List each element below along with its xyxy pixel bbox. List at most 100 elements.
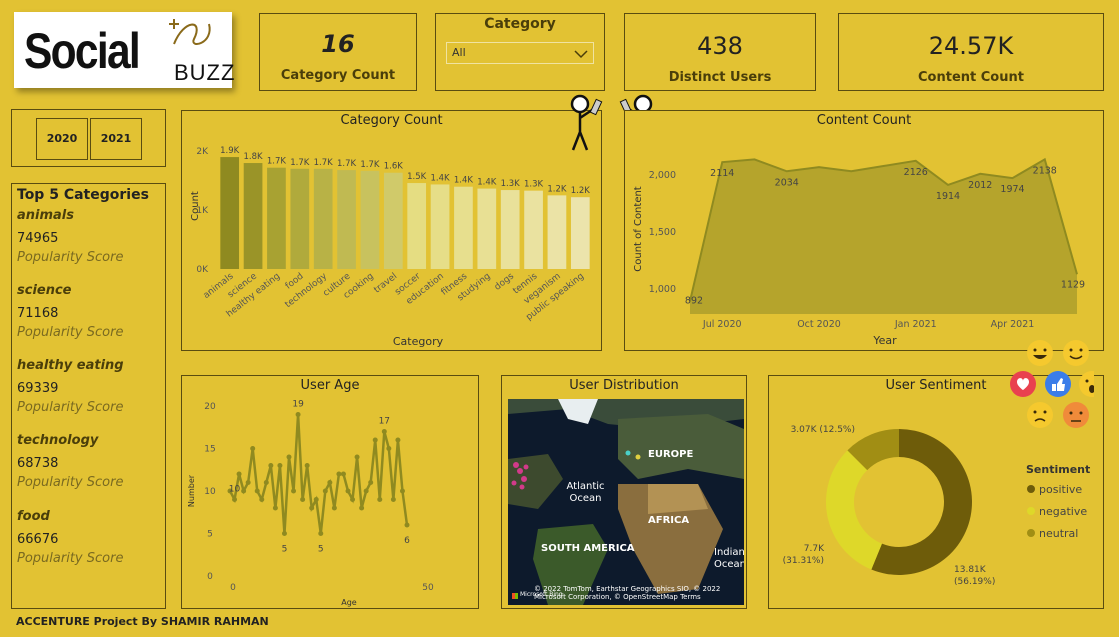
- area-data-label: 2138: [1033, 165, 1057, 176]
- age-point: [372, 437, 378, 443]
- bar-data-label: 1.3K: [501, 179, 521, 189]
- age-point: [386, 446, 392, 451]
- top5-item-name: science: [17, 283, 72, 298]
- legend-marker-positive: [1027, 485, 1035, 493]
- map-user-markers: [511, 450, 641, 490]
- age-data-label: 19: [292, 400, 304, 410]
- top5-item-name: food: [17, 509, 50, 524]
- footer-credit: ACCENTURE Project By SHAMIR RAHMAN: [16, 615, 269, 628]
- donut-data-label: (56.19%): [954, 577, 995, 587]
- map-terrain: [508, 399, 744, 605]
- top5-item-score: 71168: [17, 306, 59, 321]
- area-data-label: 1914: [936, 191, 960, 202]
- category-dropdown-value: All: [452, 46, 466, 59]
- bar-data-label: 1.2K: [571, 186, 591, 196]
- top5-item-name: healthy eating: [17, 358, 124, 373]
- area-data-label: 892: [685, 295, 703, 306]
- age-point: [336, 471, 342, 477]
- map-label-indian: Indian Ocean: [714, 547, 744, 570]
- user-age-chart: User Age 0 5 10 15 20 Number 10 5 19 5 17 6 0 50 Age: [181, 375, 479, 609]
- y-tick-label: 1,000: [649, 284, 676, 295]
- microsoft-logo-icon: [512, 593, 518, 599]
- y-tick-label: 5: [207, 530, 213, 540]
- kpi-category-count-label: Category Count: [280, 68, 396, 83]
- year-button-2021[interactable]: 2021: [90, 118, 142, 160]
- bar-data-label: 1.8K: [244, 152, 264, 162]
- age-point: [245, 480, 251, 485]
- legend-marker-negative: [1027, 507, 1035, 515]
- map-label-africa: AFRICA: [648, 515, 690, 526]
- map-label-europe: EUROPE: [648, 449, 694, 460]
- y-tick-label: 10: [204, 487, 216, 497]
- sad-icon: [1027, 402, 1053, 428]
- y-tick-label: 20: [204, 402, 216, 412]
- bar: [407, 183, 427, 269]
- bar-data-label: 1.7K: [337, 159, 357, 169]
- x-axis-label: Age: [341, 598, 357, 607]
- legend-label: neutral: [1039, 527, 1078, 540]
- bar: [290, 168, 310, 269]
- age-point: [322, 488, 328, 494]
- age-point: [345, 488, 351, 494]
- area-data-label: 1129: [1061, 279, 1085, 290]
- age-point: [359, 505, 365, 511]
- age-point: [327, 480, 333, 485]
- bar: [524, 190, 543, 269]
- logo-text: Social: [24, 23, 141, 79]
- x-axis-label: Category: [393, 335, 444, 348]
- legend-label: positive: [1039, 483, 1082, 496]
- age-point: [354, 454, 360, 460]
- age-point: [227, 488, 233, 494]
- bar: [243, 163, 263, 269]
- y-tick-label: 1K: [196, 206, 209, 216]
- category-filter: Category All: [435, 13, 605, 91]
- area-data-label: 1974: [1000, 184, 1024, 195]
- donut-slice-neutral: [847, 429, 899, 471]
- content-count-chart: Content Count 1,000 1,500 2,000 Count of Co…: [624, 110, 1104, 351]
- age-point: [309, 505, 315, 511]
- age-point: [399, 488, 405, 494]
- user-distribution-map: User Distribution EUROPE Atlantic Ocean …: [501, 375, 747, 609]
- age-point: [250, 446, 256, 451]
- bar-data-label: 1.7K: [290, 158, 310, 168]
- area-data-label: 2114: [710, 168, 734, 179]
- top5-item-score: 68738: [17, 456, 59, 471]
- map-vendor: Microsoft Bing: [520, 591, 563, 598]
- kpi-distinct-users-label: Distinct Users: [668, 70, 772, 85]
- area-data-label: 2034: [775, 177, 799, 188]
- age-point: [363, 488, 369, 494]
- age-data-label: 5: [318, 545, 324, 555]
- category-count-chart-title: Category Count: [340, 113, 443, 128]
- chevron-down-icon: [574, 50, 588, 59]
- x-tick-label: 50: [422, 583, 434, 593]
- top5-item-score: 66676: [17, 532, 59, 547]
- age-point: [291, 488, 297, 494]
- kpi-content-count-label: Content Count: [918, 70, 1024, 85]
- top5-item-score: 74965: [17, 231, 59, 246]
- user-sentiment-title: User Sentiment: [885, 378, 987, 393]
- legend-label: negative: [1039, 505, 1087, 518]
- donut-data-label: 13.81K: [954, 565, 987, 575]
- age-point: [304, 463, 310, 468]
- y-tick-label: 1,500: [649, 227, 676, 238]
- user-sentiment-plot: 13.81K (56.19%) 7.7K (31.31%) 3.07K (12.5%) S…: [783, 425, 1091, 587]
- age-point: [272, 505, 278, 511]
- bar-data-label: 1.9K: [220, 146, 240, 156]
- bar-data-label: 1.4K: [454, 176, 474, 186]
- year-button-2020[interactable]: 2020: [36, 118, 88, 160]
- age-point: [300, 497, 306, 502]
- legend-marker-neutral: [1027, 529, 1035, 537]
- category-dropdown[interactable]: All: [446, 42, 594, 64]
- y-axis-label: Number: [187, 474, 196, 507]
- y-tick-label: 2K: [196, 147, 209, 157]
- angry-icon: [1063, 402, 1089, 428]
- kpi-category-count: 16 Category Count: [259, 13, 417, 91]
- donut-data-label: 3.07K (12.5%): [791, 425, 855, 435]
- y-tick-label: 15: [204, 445, 215, 455]
- map-attribution[interactable]: © 2022 TomTom, Earthstar Geographics SIO…: [534, 585, 721, 601]
- x-tick-label: 0: [230, 583, 236, 593]
- top5-item-name: technology: [17, 433, 99, 448]
- content-count-plot: 1,000 1,500 2,000 Count of Content 892 2114 20…: [633, 157, 1085, 347]
- age-line: [228, 414, 409, 534]
- map-canvas[interactable]: EUROPE Atlantic Ocean AFRICA SOUTH AMERI…: [508, 399, 744, 605]
